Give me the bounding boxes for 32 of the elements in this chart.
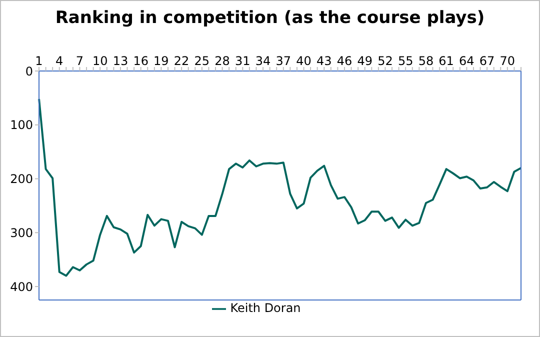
x-tick-label: 40 bbox=[296, 54, 312, 68]
x-tick-label: 25 bbox=[194, 54, 210, 68]
x-tick-label: 37 bbox=[276, 54, 292, 68]
legend-label: Keith Doran bbox=[230, 301, 301, 315]
x-tick-label: 46 bbox=[336, 54, 352, 68]
x-tick-label: 52 bbox=[378, 54, 393, 68]
y-tick-label: 200 bbox=[10, 172, 33, 186]
x-tick-label: 61 bbox=[438, 54, 454, 68]
x-tick-label: 58 bbox=[418, 54, 434, 68]
y-tick-label: 400 bbox=[10, 280, 33, 294]
x-tick-label: 43 bbox=[316, 54, 332, 68]
x-tick-label: 10 bbox=[92, 54, 108, 68]
x-tick-label: 22 bbox=[174, 54, 190, 68]
x-tick-label: 64 bbox=[459, 54, 474, 68]
x-tick-label: 31 bbox=[235, 54, 250, 68]
y-tick-label: 300 bbox=[10, 226, 33, 240]
x-tick-label: 1 bbox=[35, 54, 43, 68]
x-tick-label: 49 bbox=[357, 54, 372, 68]
x-tick-label: 13 bbox=[112, 54, 128, 68]
x-tick-label: 55 bbox=[398, 54, 414, 68]
x-tick-label: 67 bbox=[479, 54, 495, 68]
x-tick-label: 34 bbox=[255, 54, 271, 68]
chart-title: Ranking in competition (as the course plays) bbox=[54, 7, 486, 30]
x-tick-label: 28 bbox=[214, 54, 230, 68]
y-tick-label: 0 bbox=[25, 64, 33, 78]
x-tick-label: 16 bbox=[133, 54, 148, 68]
x-tick-label: 7 bbox=[76, 54, 84, 68]
x-tick-label: 19 bbox=[154, 54, 169, 68]
line-series bbox=[38, 98, 522, 277]
y-tick-label: 100 bbox=[10, 118, 33, 132]
x-tick-label: 70 bbox=[500, 54, 516, 68]
x-tick-label: 4 bbox=[56, 54, 64, 68]
